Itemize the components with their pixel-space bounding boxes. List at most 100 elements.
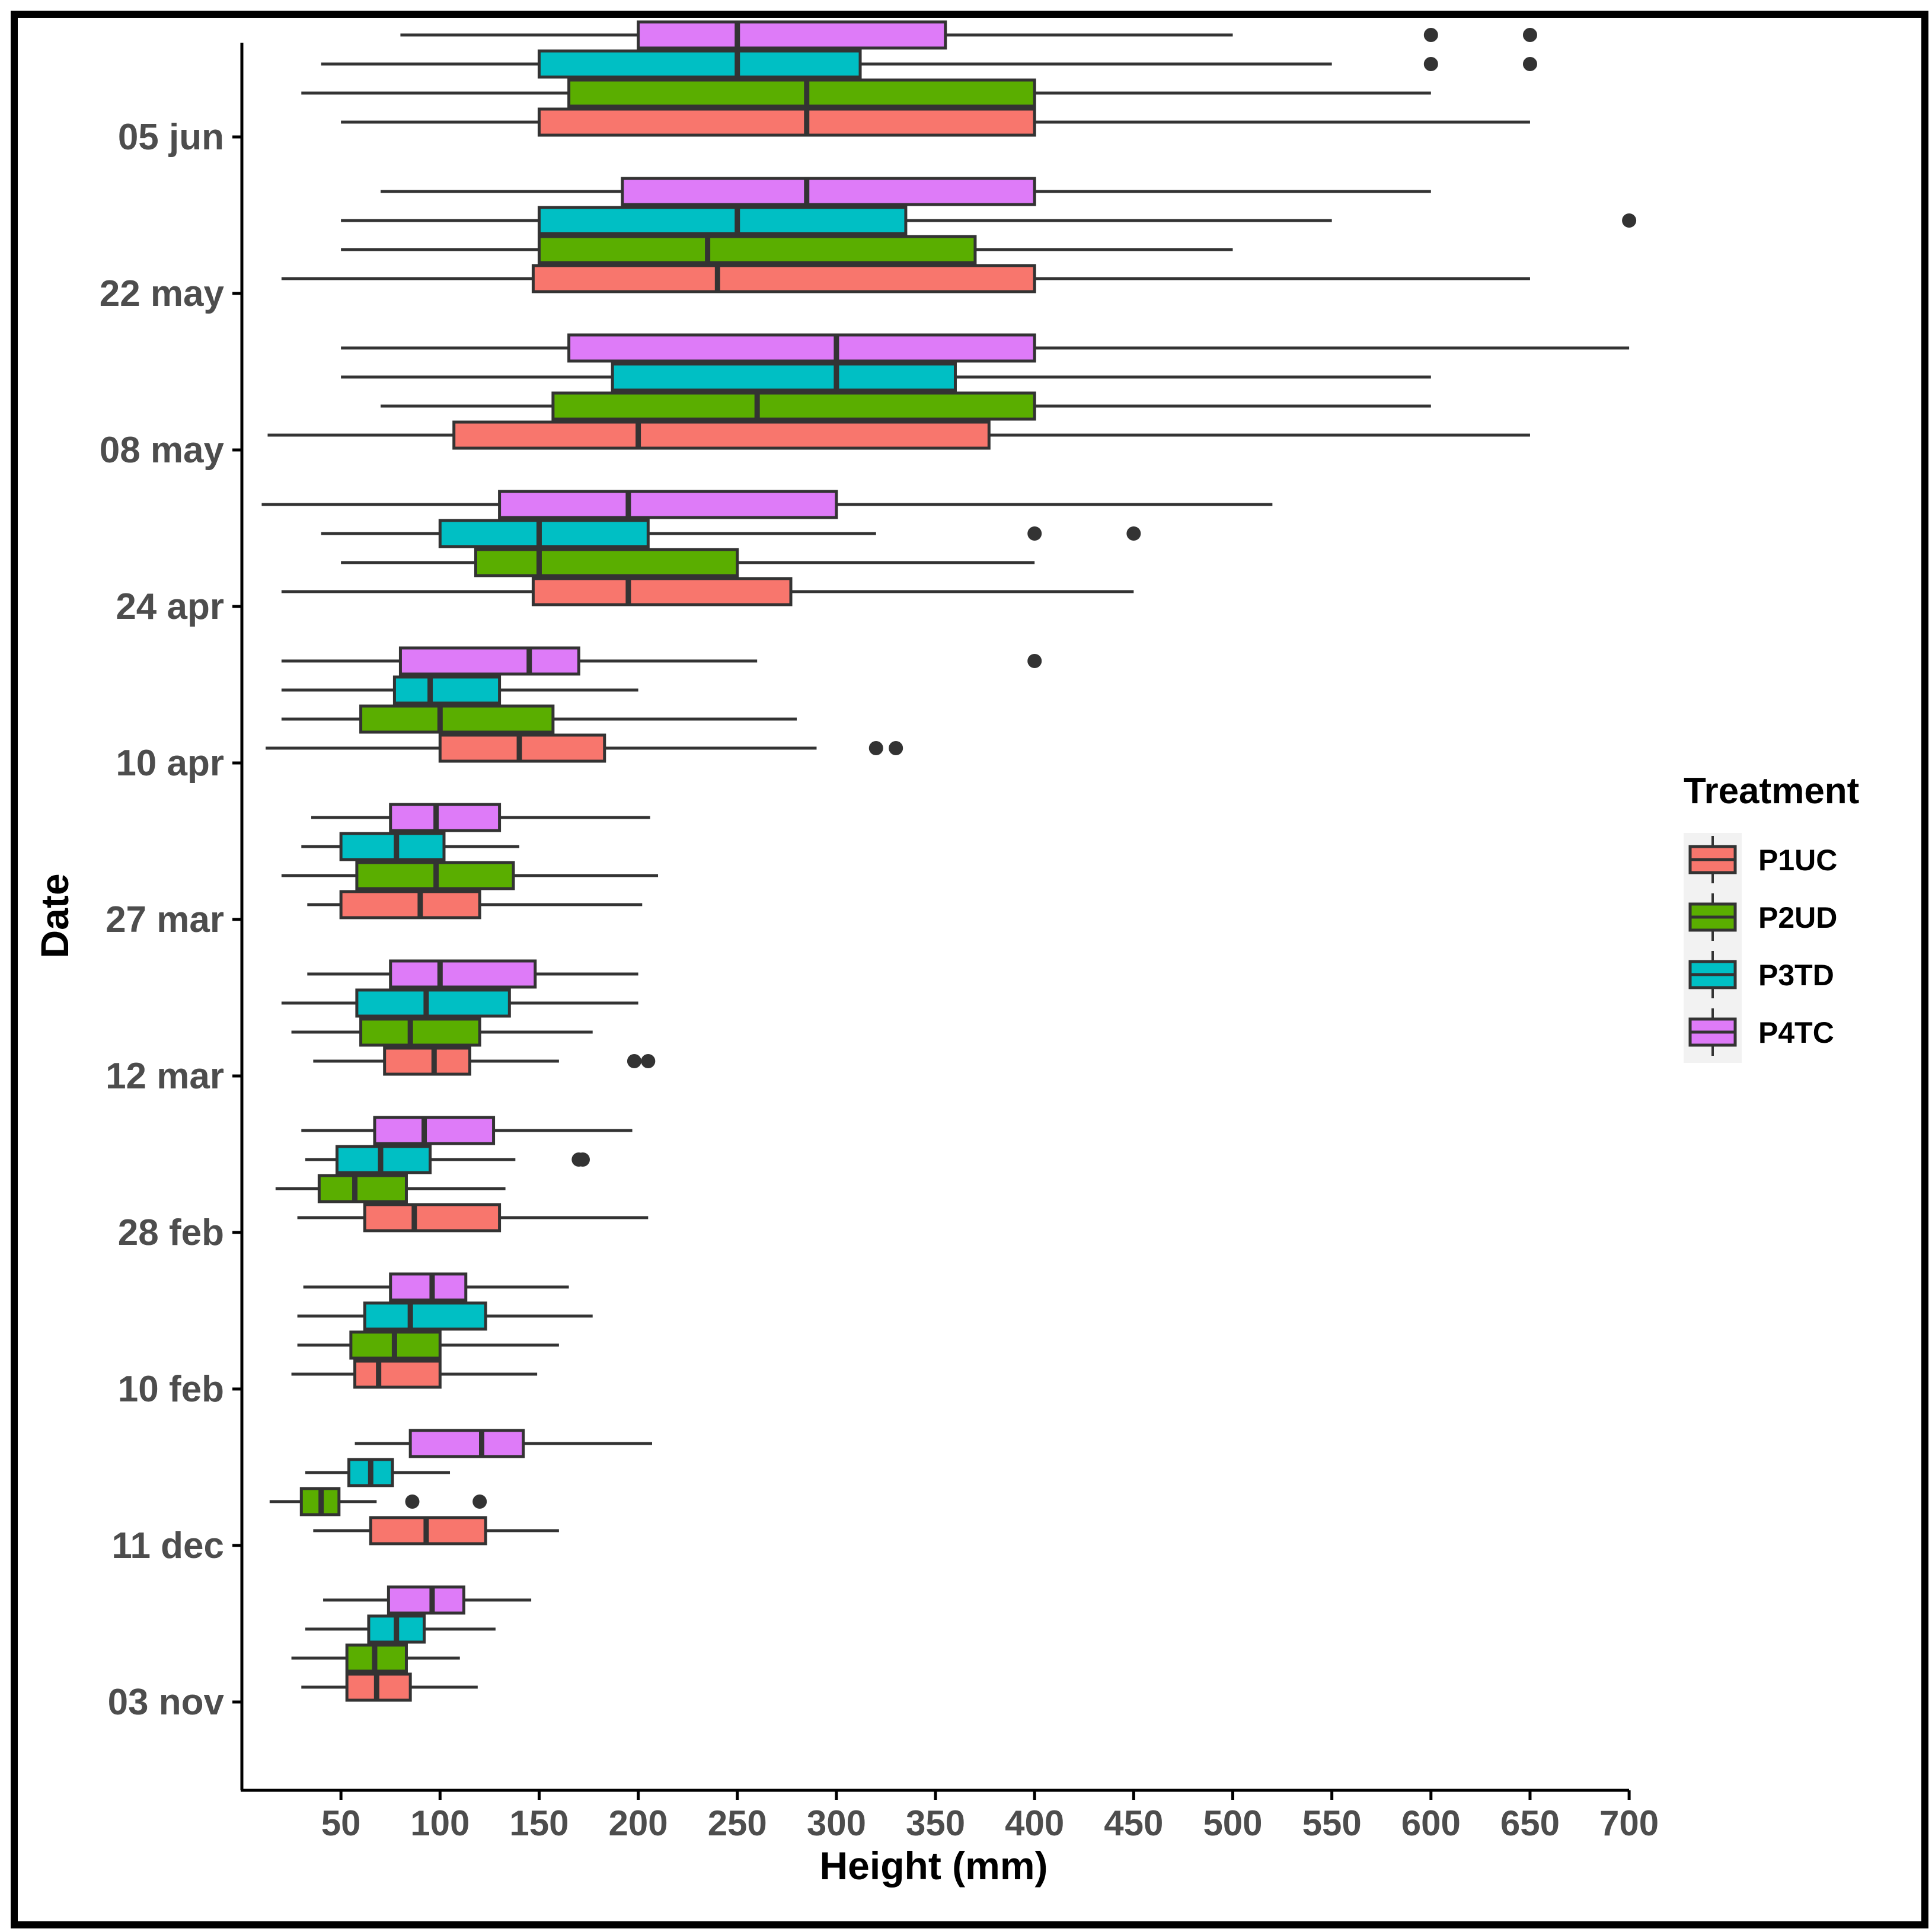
box-p3td-27-mar — [301, 832, 520, 861]
boxes-layer — [261, 20, 1637, 1702]
box-iqr — [389, 959, 537, 989]
outlier-point — [472, 1494, 487, 1509]
outlier-point — [1423, 57, 1438, 71]
box-p2ud-08-may — [381, 391, 1431, 421]
box-p4tc-10-apr — [281, 646, 1042, 676]
outlier-point — [1522, 57, 1537, 71]
x-tick-label: 500 — [1203, 1803, 1262, 1843]
legend-entry-p4tc: P4TC — [1688, 1008, 1834, 1056]
outlier-point — [1027, 526, 1042, 541]
box-p2ud-22-may — [341, 235, 1233, 264]
box-p4tc-12-mar — [307, 959, 638, 989]
legend: Treatment P1UC P2UD P3TD P4TC — [1684, 771, 1859, 1063]
y-tick-label: 03 nov — [108, 1682, 225, 1723]
box-p4tc-03-nov — [323, 1585, 532, 1615]
box-iqr — [537, 49, 862, 79]
y-tick-label: 11 dec — [111, 1525, 224, 1566]
box-iqr — [389, 803, 502, 832]
box-p2ud-10-feb — [297, 1330, 559, 1360]
box-p1uc-10-feb — [291, 1359, 538, 1389]
box-p4tc-27-mar — [311, 803, 650, 832]
y-tick-label: 27 mar — [106, 899, 224, 940]
box-iqr — [438, 519, 650, 548]
box-iqr — [335, 1145, 432, 1174]
outlier-point — [1126, 526, 1141, 541]
box-p3td-08-may — [341, 362, 1431, 392]
box-iqr — [355, 988, 511, 1018]
box-p3td-28-feb — [305, 1145, 590, 1174]
axes-layer: 05 jun 22 may 08 may 24 apr 10 apr 27 mar 12 m… — [100, 43, 1659, 1843]
box-p1uc-12-mar — [313, 1046, 656, 1076]
outlier-point — [1522, 28, 1537, 42]
box-p4tc-10-feb — [303, 1272, 569, 1302]
box-iqr — [567, 78, 1036, 108]
box-p4tc-24-apr — [261, 490, 1273, 519]
box-iqr — [398, 646, 580, 676]
figure-frame — [11, 11, 1928, 1928]
box-p2ud-11-dec — [269, 1487, 487, 1516]
box-iqr — [363, 1203, 502, 1232]
box-p3td-03-nov — [305, 1614, 496, 1644]
box-iqr — [373, 1116, 496, 1145]
box-p4tc-08-may — [341, 333, 1630, 363]
box-iqr — [359, 1017, 481, 1047]
x-tick-label: 450 — [1104, 1803, 1163, 1843]
legend-entry-p1uc: P1UC — [1688, 836, 1837, 883]
box-p1uc-27-mar — [307, 890, 643, 919]
y-tick-label: 10 feb — [118, 1369, 224, 1410]
box-p2ud-12-mar — [291, 1017, 593, 1047]
x-tick-label: 550 — [1302, 1803, 1362, 1843]
box-iqr — [408, 1429, 525, 1458]
box-iqr — [438, 733, 606, 763]
y-tick-label: 08 may — [100, 430, 225, 471]
outlier-point — [575, 1152, 590, 1167]
x-axis-title: Height (mm) — [820, 1844, 1048, 1888]
box-p4tc-05-jun — [400, 20, 1537, 50]
outlier-point — [868, 741, 883, 755]
x-tick-label: 100 — [410, 1803, 470, 1843]
y-tick-label: 22 may — [100, 273, 225, 314]
box-iqr — [637, 20, 947, 50]
legend-entry-p2ud: P2UD — [1688, 893, 1837, 941]
box-p1uc-24-apr — [281, 577, 1134, 606]
x-tick-label: 600 — [1401, 1803, 1461, 1843]
box-p3td-11-dec — [305, 1458, 451, 1487]
box-p3td-05-jun — [321, 49, 1537, 79]
box-iqr — [567, 333, 1036, 363]
outlier-point — [405, 1494, 420, 1509]
box-iqr — [392, 675, 502, 705]
box-p3td-10-feb — [297, 1301, 593, 1331]
box-p4tc-28-feb — [301, 1116, 633, 1145]
legend-label: P4TC — [1758, 1016, 1834, 1049]
outlier-point — [627, 1054, 641, 1068]
box-p1uc-10-apr — [266, 733, 903, 763]
x-tick-label: 700 — [1599, 1803, 1659, 1843]
x-tick-label: 650 — [1500, 1803, 1560, 1843]
box-iqr — [531, 577, 793, 606]
box-p4tc-22-may — [381, 177, 1431, 206]
box-iqr — [452, 420, 991, 450]
legend-title: Treatment — [1684, 771, 1859, 812]
box-p2ud-10-apr — [281, 704, 797, 734]
x-tick-label: 50 — [321, 1803, 361, 1843]
box-iqr — [363, 1301, 487, 1331]
y-tick-label: 10 apr — [116, 743, 224, 784]
x-tick-label: 150 — [509, 1803, 569, 1843]
box-p2ud-05-jun — [301, 78, 1431, 108]
box-p3td-24-apr — [321, 519, 1141, 548]
box-iqr — [474, 548, 739, 577]
y-tick-label: 05 jun — [118, 117, 224, 158]
box-p1uc-28-feb — [297, 1203, 649, 1232]
x-tick-label: 300 — [807, 1803, 866, 1843]
box-iqr — [621, 177, 1036, 206]
box-iqr — [317, 1174, 408, 1203]
outlier-point — [641, 1054, 656, 1068]
box-p2ud-27-mar — [281, 861, 659, 890]
box-p1uc-05-jun — [341, 107, 1530, 137]
y-tick-label: 24 apr — [116, 586, 224, 627]
box-p4tc-11-dec — [355, 1429, 653, 1458]
y-tick-label: 28 feb — [118, 1212, 224, 1253]
box-p3td-22-may — [341, 206, 1637, 235]
box-iqr — [339, 832, 446, 861]
y-axis-title: Date — [33, 873, 76, 958]
